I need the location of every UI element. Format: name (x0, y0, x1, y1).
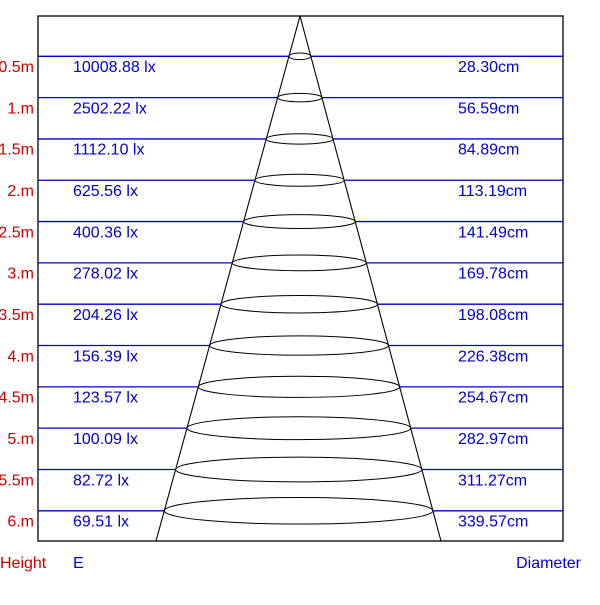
svg-text:2502.22 lx: 2502.22 lx (73, 100, 147, 117)
svg-text:100.09 lx: 100.09 lx (73, 431, 138, 448)
svg-text:1.5m: 1.5m (0, 142, 34, 159)
svg-text:5.m: 5.m (7, 431, 34, 448)
svg-text:278.02 lx: 278.02 lx (73, 266, 138, 283)
svg-text:10008.88 lx: 10008.88 lx (73, 59, 156, 76)
svg-text:198.08cm: 198.08cm (458, 307, 528, 324)
svg-text:204.26 lx: 204.26 lx (73, 307, 138, 324)
svg-text:5.5m: 5.5m (0, 472, 34, 489)
svg-text:82.72 lx: 82.72 lx (73, 472, 129, 489)
svg-text:E: E (73, 555, 84, 572)
svg-text:169.78cm: 169.78cm (458, 266, 528, 283)
svg-text:2.5m: 2.5m (0, 224, 34, 241)
svg-text:2.m: 2.m (7, 183, 34, 200)
svg-text:6.m: 6.m (7, 514, 34, 531)
svg-text:113.19cm: 113.19cm (458, 183, 527, 200)
svg-text:226.38cm: 226.38cm (458, 348, 528, 365)
svg-text:84.89cm: 84.89cm (458, 142, 519, 159)
svg-text:339.57cm: 339.57cm (458, 514, 528, 531)
svg-text:28.30cm: 28.30cm (458, 59, 519, 76)
svg-text:Diameter: Diameter (516, 555, 582, 572)
svg-text:625.56 lx: 625.56 lx (73, 183, 138, 200)
svg-text:1.m: 1.m (7, 100, 34, 117)
svg-text:4.5m: 4.5m (0, 390, 34, 407)
svg-text:141.49cm: 141.49cm (458, 224, 528, 241)
svg-text:400.36 lx: 400.36 lx (73, 224, 138, 241)
svg-text:282.97cm: 282.97cm (458, 431, 528, 448)
svg-text:56.59cm: 56.59cm (458, 100, 519, 117)
svg-text:3.5m: 3.5m (0, 307, 34, 324)
svg-text:156.39 lx: 156.39 lx (73, 348, 138, 365)
svg-text:Height: Height (0, 555, 47, 572)
svg-text:1112.10 lx: 1112.10 lx (73, 142, 144, 159)
svg-text:69.51 lx: 69.51 lx (73, 514, 129, 531)
svg-text:4.m: 4.m (7, 348, 34, 365)
svg-text:254.67cm: 254.67cm (458, 390, 528, 407)
svg-text:0.5m: 0.5m (0, 59, 34, 76)
svg-text:311.27cm: 311.27cm (458, 472, 527, 489)
svg-text:123.57 lx: 123.57 lx (73, 390, 138, 407)
svg-text:3.m: 3.m (7, 266, 34, 283)
